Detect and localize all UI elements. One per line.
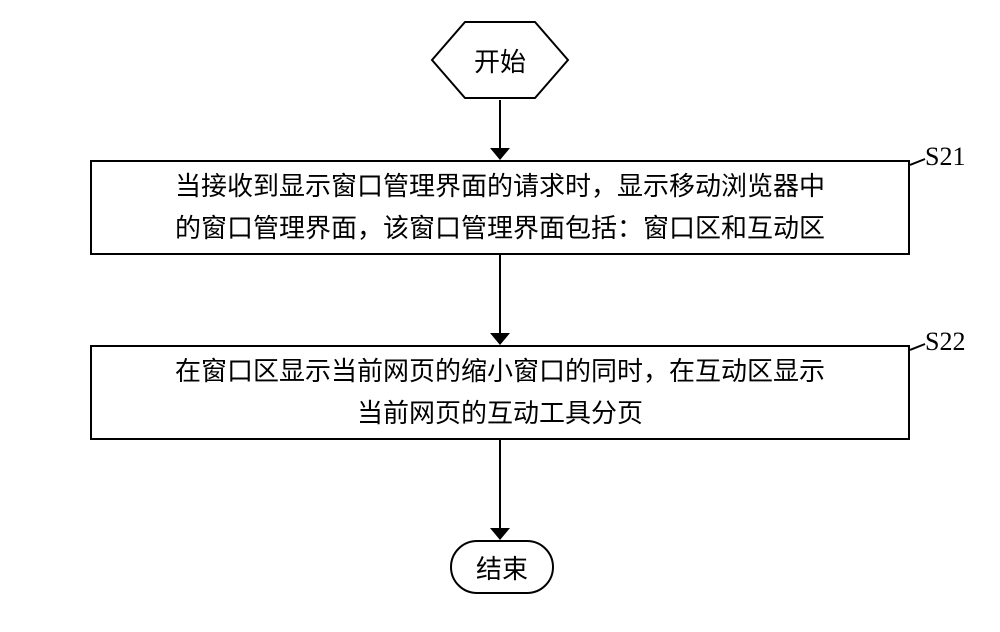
- arrowhead-3: [490, 528, 510, 540]
- arrowhead-2: [490, 333, 510, 345]
- edge-s22-end: [499, 440, 501, 528]
- start-label: 开始: [474, 42, 526, 79]
- s21-text-line1: 当接收到显示窗口管理界面的请求时，显示移动浏览器中: [175, 172, 825, 201]
- s22-text-line1: 在窗口区显示当前网页的缩小窗口的同时，在互动区显示: [175, 357, 825, 386]
- end-node: 结束: [450, 540, 554, 594]
- process-s21: 当接收到显示窗口管理界面的请求时，显示移动浏览器中 的窗口管理界面，该窗口管理界…: [90, 160, 910, 255]
- edge-start-s21: [499, 100, 501, 148]
- s21-text-line2: 的窗口管理界面，该窗口管理界面包括：窗口区和互动区: [175, 214, 825, 243]
- end-label: 结束: [476, 549, 528, 586]
- s22-text-line2: 当前网页的互动工具分页: [357, 399, 643, 428]
- s21-label: S21: [925, 142, 965, 172]
- arrowhead-1: [490, 148, 510, 160]
- process-s22: 在窗口区显示当前网页的缩小窗口的同时，在互动区显示 当前网页的互动工具分页: [90, 345, 910, 440]
- s22-label: S22: [925, 327, 965, 357]
- start-node: 开始: [430, 20, 570, 100]
- edge-s21-s22: [499, 255, 501, 333]
